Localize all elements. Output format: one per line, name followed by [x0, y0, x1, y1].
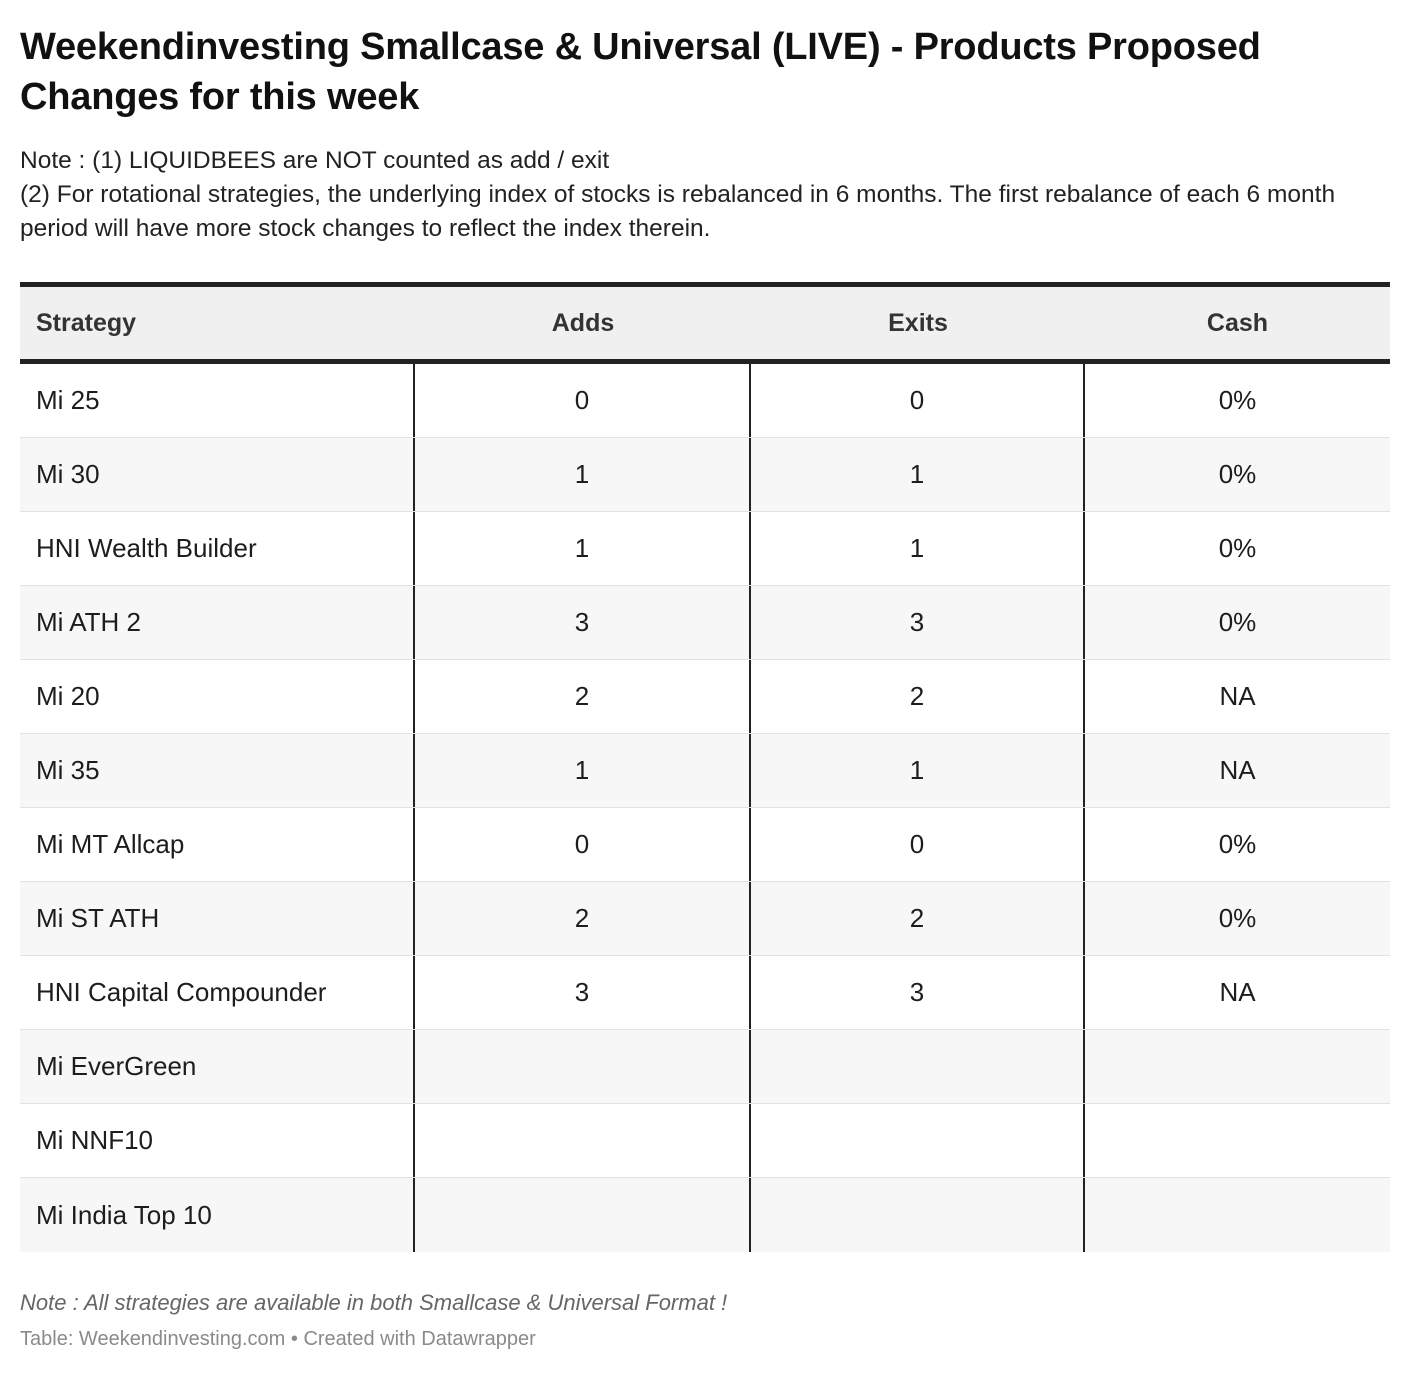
cash-cell: 0%	[1218, 607, 1257, 637]
footer-source: Table: Weekendinvesting.com • Created wi…	[20, 1328, 536, 1350]
table-row: Mi 30 1 1 0%	[20, 438, 1390, 512]
table-header: Strategy Adds Exits Cash	[20, 282, 1390, 364]
exits-cell	[751, 1104, 1085, 1177]
strategy-cell: Mi ATH 2	[20, 586, 415, 659]
page-title: Weekendinvesting Smallcase & Universal (…	[20, 26, 1261, 118]
adds-cell: 1	[415, 734, 751, 807]
exits-cell: 2	[751, 882, 1085, 955]
table-row: HNI Capital Compounder 3 3 NA	[20, 956, 1390, 1030]
strategy-cell: Mi 25	[20, 364, 415, 437]
table-row: Mi India Top 10	[20, 1178, 1390, 1252]
table-row: HNI Wealth Builder 1 1 0%	[20, 512, 1390, 586]
adds-cell: 0	[415, 808, 751, 881]
table-row: Mi 25 0 0 0%	[20, 364, 1390, 438]
table-row: Mi 20 2 2 NA	[20, 660, 1390, 734]
cash-cell: 0%	[1218, 459, 1257, 489]
strategy-cell: Mi NNF10	[20, 1104, 415, 1177]
strategy-cell: Mi 20	[20, 660, 415, 733]
subtitle-notes: Note : (1) LIQUIDBEES are NOT counted as…	[20, 144, 1390, 246]
exits-cell: 1	[751, 438, 1085, 511]
exits-cell: 1	[751, 734, 1085, 807]
exits-cell	[751, 1030, 1085, 1103]
strategy-table: Strategy Adds Exits Cash Mi 25 0 0 0% Mi 30 1…	[20, 282, 1390, 1252]
table-row: Mi 35 1 1 NA	[20, 734, 1390, 808]
exits-cell: 3	[751, 956, 1085, 1029]
cash-cell: NA	[1219, 755, 1256, 785]
column-header-cash[interactable]: Cash	[1206, 308, 1269, 337]
strategy-cell: Mi EverGreen	[20, 1030, 415, 1103]
table-row: Mi EverGreen	[20, 1030, 1390, 1104]
table-body: Mi 25 0 0 0% Mi 30 1 1 0% HNI Wealth Builder 1 1 0%…	[20, 364, 1390, 1252]
exits-cell: 0	[751, 364, 1085, 437]
strategy-cell: Mi 30	[20, 438, 415, 511]
exits-cell	[751, 1178, 1085, 1252]
strategy-cell: Mi 35	[20, 734, 415, 807]
table-row: Mi ATH 2 3 3 0%	[20, 586, 1390, 660]
column-header-strategy[interactable]: Strategy	[36, 308, 137, 337]
table-row: Mi ST ATH 2 2 0%	[20, 882, 1390, 956]
cash-cell	[1085, 1104, 1390, 1177]
cash-cell: 0%	[1218, 829, 1257, 859]
cash-cell: NA	[1219, 977, 1256, 1007]
cash-cell: NA	[1219, 681, 1256, 711]
note-line-2: (2) For rotational strategies, the under…	[20, 181, 1336, 242]
cash-cell: 0%	[1218, 385, 1257, 415]
exits-cell: 1	[751, 512, 1085, 585]
adds-cell: 1	[415, 512, 751, 585]
strategy-cell: HNI Capital Compounder	[20, 956, 415, 1029]
cash-cell	[1085, 1030, 1390, 1103]
exits-cell: 2	[751, 660, 1085, 733]
chart-container: Weekendinvesting Smallcase & Universal (…	[20, 22, 1390, 1252]
note-line-1: Note : (1) LIQUIDBEES are NOT counted as…	[20, 147, 610, 174]
footer-note: Note : All strategies are available in b…	[20, 1290, 728, 1315]
table-row: Mi NNF10	[20, 1104, 1390, 1178]
adds-cell	[415, 1030, 751, 1103]
adds-cell: 3	[415, 586, 751, 659]
table-row: Mi MT Allcap 0 0 0%	[20, 808, 1390, 882]
adds-cell: 3	[415, 956, 751, 1029]
adds-cell: 2	[415, 660, 751, 733]
cash-cell: 0%	[1218, 533, 1257, 563]
strategy-cell: HNI Wealth Builder	[20, 512, 415, 585]
exits-cell: 3	[751, 586, 1085, 659]
cash-cell: 0%	[1218, 903, 1257, 933]
adds-cell: 2	[415, 882, 751, 955]
adds-cell: 1	[415, 438, 751, 511]
adds-cell	[415, 1178, 751, 1252]
adds-cell	[415, 1104, 751, 1177]
exits-cell: 0	[751, 808, 1085, 881]
adds-cell: 0	[415, 364, 751, 437]
column-header-exits[interactable]: Exits	[888, 308, 948, 337]
strategy-cell: Mi India Top 10	[20, 1178, 415, 1252]
strategy-cell: Mi MT Allcap	[20, 808, 415, 881]
strategy-cell: Mi ST ATH	[20, 882, 415, 955]
column-header-adds[interactable]: Adds	[551, 308, 615, 337]
cash-cell	[1085, 1178, 1390, 1252]
